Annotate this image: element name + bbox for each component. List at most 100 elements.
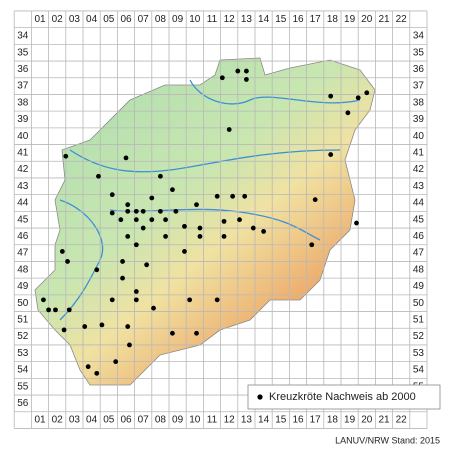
row-label: 41 xyxy=(413,148,425,159)
record-dot xyxy=(170,330,175,336)
column-label: 17 xyxy=(310,415,322,426)
column-label: 02 xyxy=(52,415,64,426)
record-dot xyxy=(197,234,203,239)
row-label: 41 xyxy=(17,148,29,159)
row-label: 44 xyxy=(17,198,29,209)
column-label: 06 xyxy=(120,14,132,25)
column-label: 09 xyxy=(172,415,184,426)
record-dot xyxy=(144,262,150,268)
record-dot xyxy=(312,197,318,203)
column-label: 05 xyxy=(103,415,115,426)
row-label: 54 xyxy=(413,365,425,376)
row-label: 37 xyxy=(17,81,29,92)
column-label: 10 xyxy=(189,415,201,426)
record-dot xyxy=(226,127,232,132)
row-label: 34 xyxy=(17,31,29,42)
column-label: 09 xyxy=(172,14,184,25)
column-label: 22 xyxy=(396,415,408,426)
record-dot xyxy=(355,95,361,101)
record-dot xyxy=(158,173,163,179)
column-label: 01 xyxy=(34,415,46,426)
record-dot xyxy=(109,210,115,216)
record-dot xyxy=(354,220,359,226)
record-dot xyxy=(170,187,175,193)
record-dot xyxy=(151,305,156,311)
record-dot xyxy=(133,217,139,223)
record-dot xyxy=(61,327,67,333)
legend-box xyxy=(247,384,441,410)
row-label: 51 xyxy=(17,315,29,326)
record-dot xyxy=(53,307,58,313)
row-label: 45 xyxy=(413,214,425,225)
record-dot xyxy=(244,68,249,74)
row-label: 43 xyxy=(17,181,29,192)
record-dot xyxy=(66,307,72,313)
record-dot xyxy=(94,370,100,376)
row-label: 46 xyxy=(17,231,29,242)
column-label: 18 xyxy=(327,415,339,426)
column-label: 20 xyxy=(361,415,373,426)
record-dot xyxy=(99,322,105,328)
column-label: 14 xyxy=(258,14,270,25)
column-label: 13 xyxy=(241,14,253,25)
record-dot xyxy=(46,307,51,313)
row-label: 46 xyxy=(413,231,425,242)
column-label: 06 xyxy=(120,415,132,426)
row-label: 53 xyxy=(413,348,425,359)
column-label: 03 xyxy=(69,14,81,25)
row-label: 54 xyxy=(17,365,29,376)
row-label: 52 xyxy=(17,331,29,342)
column-label: 04 xyxy=(86,14,98,25)
record-dot xyxy=(219,75,225,81)
row-label: 39 xyxy=(413,114,425,125)
row-label: 47 xyxy=(413,248,425,259)
record-dot xyxy=(140,225,146,231)
row-label: 40 xyxy=(17,131,29,142)
record-dot xyxy=(113,359,119,365)
record-dot xyxy=(194,330,199,336)
column-label: 17 xyxy=(310,14,322,25)
row-label: 47 xyxy=(17,248,29,259)
row-label: 55 xyxy=(17,381,29,392)
row-label: 42 xyxy=(17,164,29,175)
record-dot xyxy=(194,202,199,208)
record-dot xyxy=(173,208,179,214)
column-label: 19 xyxy=(344,415,356,426)
row-label: 38 xyxy=(17,97,29,108)
column-label: 05 xyxy=(103,14,115,25)
record-dot xyxy=(182,249,187,254)
column-label: 18 xyxy=(327,14,339,25)
record-dot xyxy=(328,152,334,157)
column-label: 21 xyxy=(378,415,390,426)
record-dot xyxy=(149,195,155,201)
record-dot xyxy=(242,193,248,199)
column-label: 16 xyxy=(292,415,304,426)
column-label: 21 xyxy=(378,14,390,25)
record-dot xyxy=(214,193,220,199)
record-dot xyxy=(41,297,46,303)
record-dot xyxy=(261,228,266,234)
row-label: 45 xyxy=(17,214,29,225)
row-label: 52 xyxy=(413,331,425,342)
record-dot xyxy=(158,208,163,214)
column-label: 22 xyxy=(396,14,408,25)
region-shape xyxy=(34,57,376,386)
record-dot xyxy=(309,242,315,248)
row-label: 48 xyxy=(17,264,29,275)
row-label: 50 xyxy=(17,298,29,309)
column-label: 19 xyxy=(344,14,356,25)
record-dot xyxy=(133,297,139,303)
record-dot xyxy=(182,223,187,229)
row-label: 42 xyxy=(413,164,425,175)
record-dot xyxy=(149,217,155,223)
column-label: 14 xyxy=(258,415,270,426)
record-dot xyxy=(109,297,115,303)
row-label: 50 xyxy=(413,298,425,309)
record-dot xyxy=(82,324,88,329)
column-label: 13 xyxy=(241,415,253,426)
record-dot xyxy=(235,68,241,74)
column-label: 11 xyxy=(207,415,218,426)
record-dot xyxy=(133,289,139,294)
record-dot xyxy=(125,202,131,208)
